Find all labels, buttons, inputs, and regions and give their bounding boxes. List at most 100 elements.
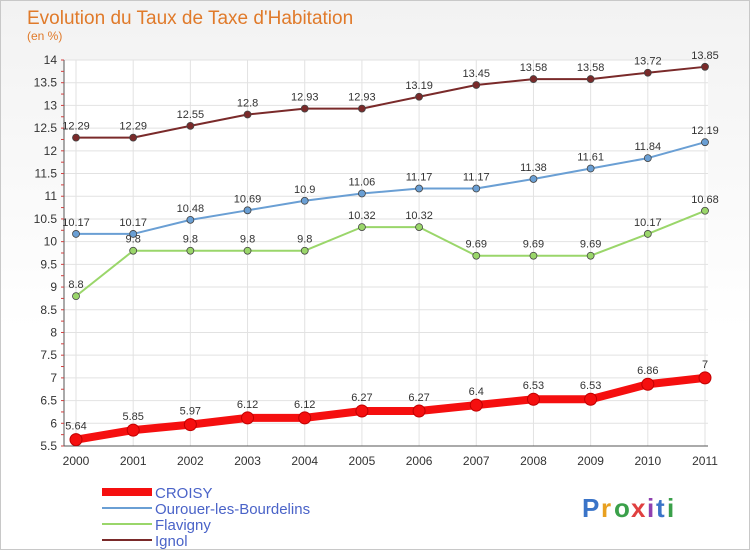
data-label: 12.93	[291, 92, 319, 104]
data-point	[586, 75, 595, 83]
data-label: 12.55	[177, 109, 205, 121]
data-point	[529, 75, 538, 83]
data-label: 6.27	[408, 392, 429, 404]
data-label: 10.32	[405, 210, 433, 222]
data-label: 9.8	[240, 234, 255, 246]
data-label: 9.8	[126, 234, 141, 246]
data-point	[469, 398, 483, 412]
data-label: 10.32	[348, 210, 376, 222]
legend-label: CROISY	[155, 485, 213, 502]
y-tick-label: 14	[44, 53, 58, 67]
data-label: 6.12	[237, 399, 258, 411]
data-point	[186, 246, 195, 255]
data-point	[186, 215, 195, 224]
logo-letter: x	[631, 493, 646, 523]
y-tick-label: 13	[44, 98, 58, 112]
data-point	[358, 189, 366, 198]
data-label: 13.85	[691, 50, 719, 62]
data-point	[129, 246, 138, 255]
legend-label: Ourouer-les-Bourdelins	[155, 501, 310, 518]
y-tick-label: 6.5	[40, 394, 57, 408]
data-point	[300, 196, 309, 205]
data-label: 6.27	[351, 392, 372, 404]
data-point	[300, 246, 309, 255]
data-point	[701, 138, 709, 147]
data-label: 10.17	[634, 217, 662, 229]
data-point	[183, 418, 197, 432]
data-label: 11.17	[463, 172, 490, 184]
data-point	[472, 184, 481, 193]
y-tick-label: 12	[44, 144, 58, 158]
data-label: 10.48	[177, 203, 205, 215]
y-tick-label: 8	[50, 325, 57, 339]
data-point	[186, 121, 195, 130]
x-tick-label: 2010	[634, 454, 661, 468]
data-label: 5.64	[65, 421, 86, 433]
data-point	[300, 104, 309, 113]
data-label: 13.19	[405, 80, 433, 92]
data-point	[72, 292, 80, 301]
y-tick-label: 5.5	[40, 439, 57, 453]
y-tick-label: 7	[50, 371, 57, 385]
data-label: 13.58	[520, 62, 548, 74]
y-tick-label: 7.5	[40, 348, 57, 362]
data-point	[529, 175, 538, 183]
x-tick-label: 2009	[577, 454, 604, 468]
data-label: 13.58	[577, 62, 605, 74]
data-point	[358, 223, 366, 232]
data-point	[298, 411, 312, 425]
logo-letter: r	[601, 493, 611, 523]
x-tick-label: 2011	[692, 454, 718, 468]
data-label: 7	[702, 359, 708, 371]
x-tick-label: 2003	[234, 454, 261, 468]
data-point	[698, 371, 712, 385]
y-tick-label: 13.5	[34, 76, 58, 90]
data-point	[415, 92, 423, 101]
data-label: 11.06	[349, 177, 376, 189]
data-point	[472, 81, 481, 89]
y-tick-label: 10.5	[34, 212, 58, 226]
data-label: 6.53	[523, 380, 544, 392]
y-tick-label: 9	[50, 280, 57, 294]
data-label: 8.8	[68, 279, 83, 291]
data-label: 12.29	[119, 121, 147, 133]
data-point	[586, 251, 595, 260]
data-point	[526, 392, 540, 406]
data-label: 10.17	[119, 217, 147, 229]
y-tick-label: 9.5	[40, 257, 57, 271]
data-point	[358, 104, 366, 113]
data-point	[643, 230, 652, 238]
logo-letter: i	[667, 493, 674, 523]
y-tick-label: 8.5	[40, 303, 57, 317]
data-label: 9.69	[466, 239, 487, 251]
data-point	[412, 404, 426, 418]
data-label: 10.68	[691, 194, 719, 206]
series-line-3	[75, 65, 706, 139]
y-tick-label: 12.5	[34, 121, 58, 135]
y-tick-label: 11.5	[35, 167, 58, 181]
legend-label: Ignol	[155, 533, 188, 550]
data-label: 10.9	[294, 184, 315, 196]
logo-letter: P	[582, 493, 599, 523]
x-tick-label: 2001	[120, 454, 147, 468]
data-label: 11.17	[406, 172, 433, 184]
data-label: 6.53	[580, 380, 601, 392]
logo-letter: i	[647, 493, 654, 523]
data-label: 12.29	[62, 121, 90, 133]
data-point	[355, 404, 369, 418]
plot-area	[64, 60, 708, 446]
data-point	[415, 223, 423, 232]
data-point	[243, 246, 252, 255]
data-point	[641, 377, 655, 391]
data-label: 6.86	[637, 365, 658, 377]
data-label: 12.8	[237, 97, 258, 109]
data-point	[243, 206, 252, 215]
x-tick-label: 2000	[63, 454, 90, 468]
data-point	[72, 230, 80, 238]
y-tick-label: 6	[50, 416, 57, 430]
data-label: 13.72	[634, 56, 662, 68]
y-tick-label: 11	[45, 189, 58, 203]
data-label: 11.38	[520, 162, 547, 174]
data-label: 12.19	[691, 125, 719, 137]
data-label: 5.85	[122, 411, 143, 423]
